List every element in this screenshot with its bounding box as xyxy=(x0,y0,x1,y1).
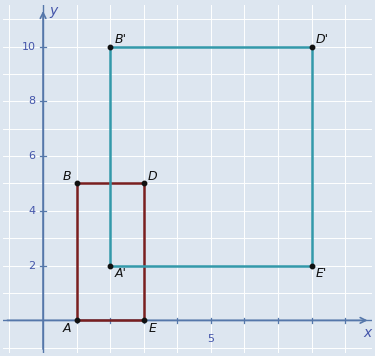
Text: E: E xyxy=(148,321,156,335)
Text: 2: 2 xyxy=(28,261,36,271)
Text: B': B' xyxy=(114,33,126,46)
Text: 10: 10 xyxy=(22,42,36,52)
Text: 8: 8 xyxy=(28,96,36,106)
Text: x: x xyxy=(363,326,371,340)
Text: 4: 4 xyxy=(28,206,36,216)
Text: 5: 5 xyxy=(207,334,214,344)
Text: A: A xyxy=(63,321,72,335)
Text: y: y xyxy=(49,4,57,18)
Text: D': D' xyxy=(315,33,328,46)
Text: E': E' xyxy=(316,267,327,280)
Text: A': A' xyxy=(114,267,126,280)
Text: 6: 6 xyxy=(28,151,36,161)
Text: B: B xyxy=(63,170,72,183)
Text: D: D xyxy=(147,170,157,183)
